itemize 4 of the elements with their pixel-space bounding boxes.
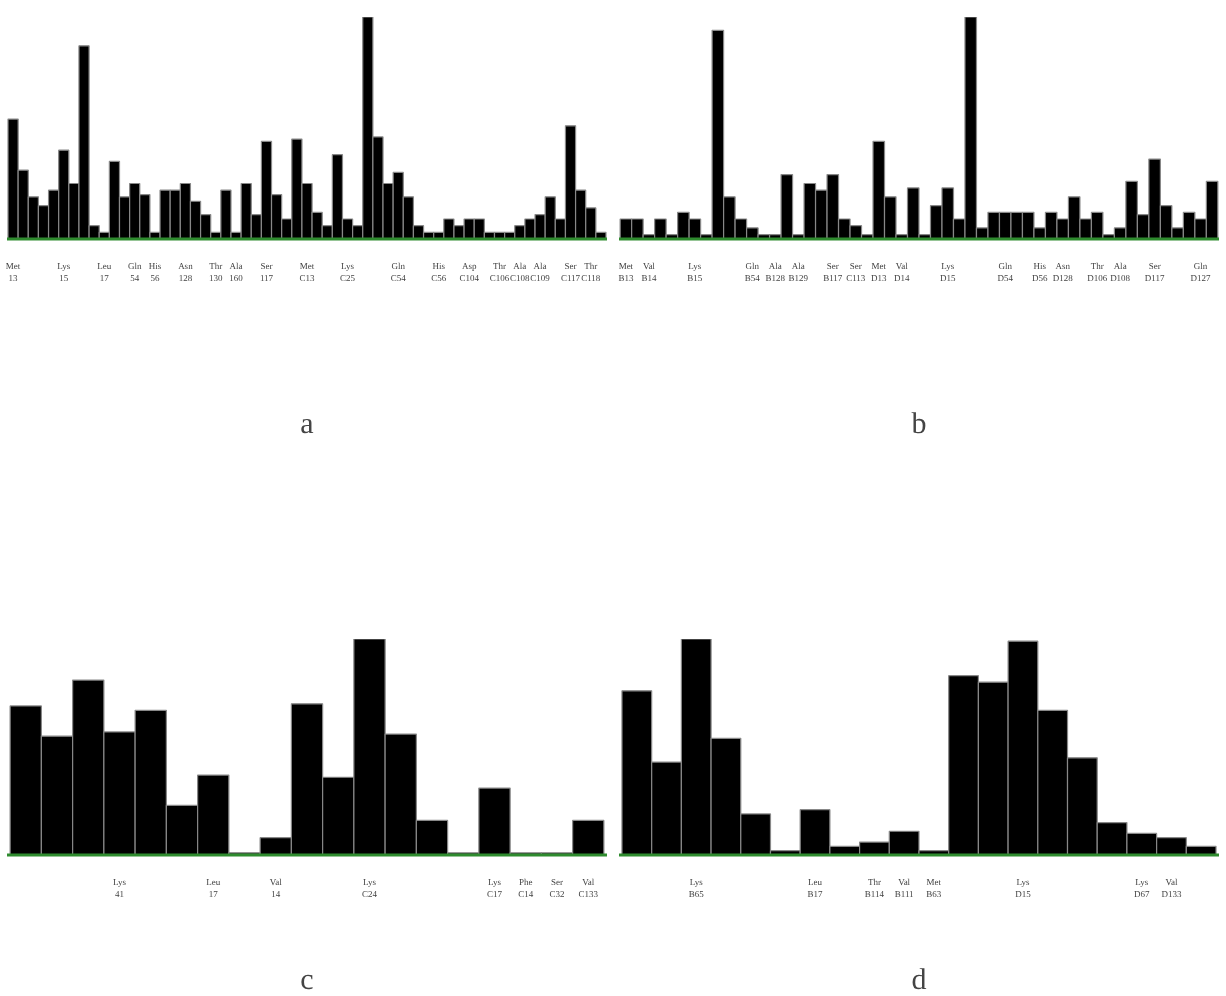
text: c bbox=[300, 965, 315, 996]
text: a bbox=[300, 409, 315, 441]
text: d bbox=[911, 965, 928, 996]
text: b bbox=[911, 409, 927, 441]
